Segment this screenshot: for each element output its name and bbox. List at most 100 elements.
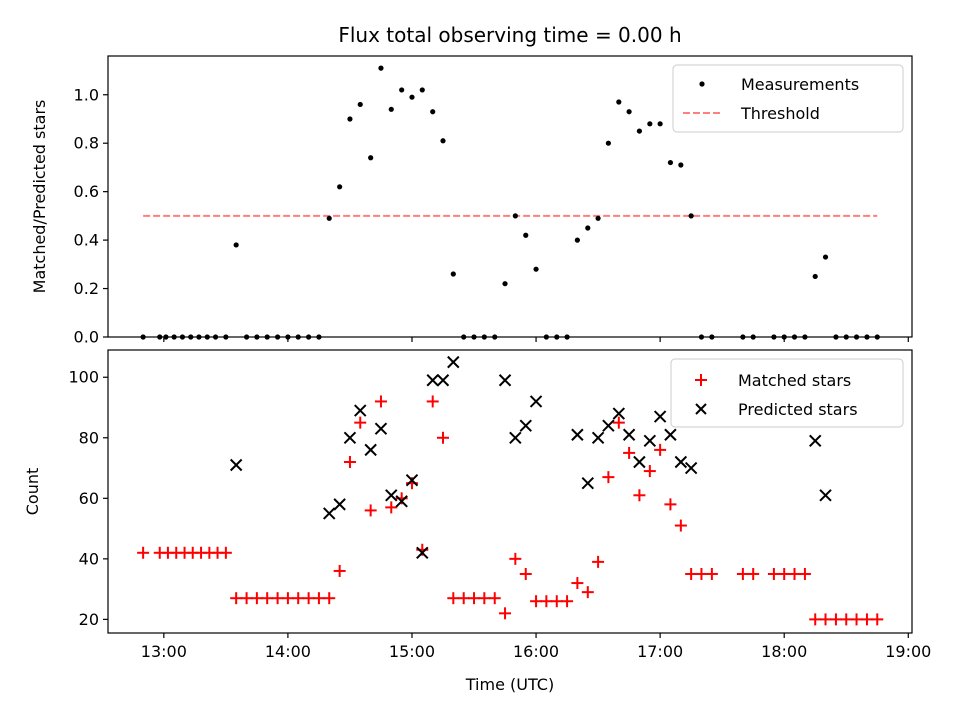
measurement-point	[605, 140, 611, 146]
top-ytick-label: 0.2	[74, 279, 99, 298]
measurement-point	[430, 109, 436, 115]
matched-star-point	[788, 567, 801, 580]
predicted-star-point	[354, 404, 367, 417]
x-axis-label: Time (UTC)	[465, 675, 554, 694]
measurement-point	[512, 213, 518, 219]
measurement-point	[626, 109, 632, 115]
matched-star-point	[230, 592, 243, 605]
matched-star-point	[633, 489, 646, 502]
matched-star-point	[530, 595, 543, 608]
matched-star-point	[261, 592, 274, 605]
measurement-point	[688, 213, 694, 219]
predicted-star-point	[416, 546, 429, 559]
measurement-point	[585, 225, 591, 231]
matched-star-point	[778, 567, 791, 580]
matched-star-point	[488, 592, 501, 605]
bottom-panel: 20 40 60 80 100 13:00 14:00 15:00 16:00 17:00 18:…	[23, 349, 931, 694]
matched-star-point	[592, 555, 605, 568]
bottom-xtick-label: 19:00	[885, 642, 931, 661]
matched-star-point	[602, 471, 615, 484]
measurement-point	[388, 106, 394, 112]
bottom-xtick-label: 13:00	[141, 642, 187, 661]
matched-star-point	[354, 416, 367, 429]
predicted-star-point	[653, 410, 667, 423]
predicted-star-point	[405, 473, 419, 487]
matched-star-point	[137, 546, 150, 559]
measurement-point	[678, 162, 684, 168]
top-ytick-label: 0.0	[74, 328, 99, 347]
matched-star-point	[457, 592, 470, 605]
predicted-star-point	[509, 431, 522, 444]
matched-star-point	[623, 446, 636, 459]
top-ytick-label: 0.8	[74, 134, 99, 153]
predicted-star-point	[323, 507, 336, 520]
measurement-point	[667, 159, 674, 166]
matched-star-point	[829, 613, 842, 626]
predicted-star-point	[684, 461, 698, 475]
matched-star-point	[437, 431, 449, 444]
chart-title: Flux total observing time = 0.00 h	[338, 23, 681, 47]
top-legend: Measurements Threshold	[672, 64, 904, 133]
matched-star-point	[509, 552, 522, 565]
matched-star-point	[323, 592, 336, 605]
predicted-star-point	[809, 434, 822, 448]
predicted-star-point	[591, 431, 605, 444]
matched-star-point	[312, 592, 325, 605]
matched-star-point	[343, 455, 356, 468]
top-plot-area	[140, 65, 880, 340]
matched-star-point	[468, 592, 481, 605]
matched-star-point	[674, 519, 687, 532]
measurement-point	[822, 254, 829, 260]
matched-star-point	[571, 577, 584, 590]
top-legend-box	[672, 64, 904, 133]
legend-measurements-marker	[699, 81, 705, 87]
matched-star-point	[519, 567, 532, 580]
predicted-star-point	[426, 374, 439, 387]
predicted-star-point	[643, 434, 657, 448]
measurement-point	[357, 101, 363, 108]
top-ytick-label: 0.4	[74, 231, 99, 250]
predicted-star-point	[395, 495, 408, 508]
measurement-point	[502, 281, 508, 287]
predicted-star-point	[498, 374, 512, 387]
bottom-plot-area	[137, 355, 884, 626]
matched-star-point	[871, 613, 884, 626]
measurement-point	[595, 215, 601, 221]
matched-star-point	[654, 443, 667, 456]
top-y-ticks: 0.0 0.2 0.4 0.6 0.8 1.0	[74, 85, 108, 347]
legend-predicted-label: Predicted stars	[738, 400, 858, 419]
matched-star-point	[271, 592, 284, 605]
matched-star-point	[292, 592, 305, 605]
predicted-star-point	[622, 428, 636, 441]
bottom-ytick-label: 60	[79, 489, 99, 508]
predicted-star-point	[602, 419, 615, 432]
bottom-axes-frame	[107, 349, 913, 634]
measurement-point	[616, 99, 622, 105]
matched-star-point	[767, 567, 780, 580]
top-panel: 0.0 0.2 0.4 0.6 0.8 1.0 Matched/Predicted sta…	[30, 55, 913, 347]
measurement-point	[326, 215, 332, 221]
top-x-ticks	[163, 337, 909, 342]
predicted-star-point	[674, 455, 688, 469]
predicted-star-point	[374, 422, 388, 435]
matched-star-point	[643, 465, 656, 478]
measurement-point	[523, 232, 529, 238]
measurement-point	[574, 237, 580, 243]
measurement-point	[812, 273, 818, 280]
matched-star-point	[850, 613, 863, 626]
measurement-point	[409, 94, 415, 100]
legend-matched-marker	[695, 374, 707, 386]
predicted-star-point	[333, 498, 346, 511]
measurement-point	[399, 87, 405, 93]
matched-star-point	[860, 613, 873, 626]
bottom-y-axis-label: Count	[23, 468, 42, 516]
bottom-x-ticks: 13:00 14:00 15:00 16:00 17:00 18:00 19:00	[141, 633, 931, 661]
measurement-point	[440, 138, 446, 144]
predicted-star-point	[364, 443, 377, 457]
bottom-y-ticks: 20 40 60 80 100	[68, 368, 108, 629]
measurement-point	[636, 128, 643, 134]
bottom-xtick-label: 17:00	[637, 642, 683, 661]
predicted-star-point	[529, 395, 543, 408]
matched-star-point	[364, 504, 377, 517]
matched-star-point	[499, 607, 512, 620]
